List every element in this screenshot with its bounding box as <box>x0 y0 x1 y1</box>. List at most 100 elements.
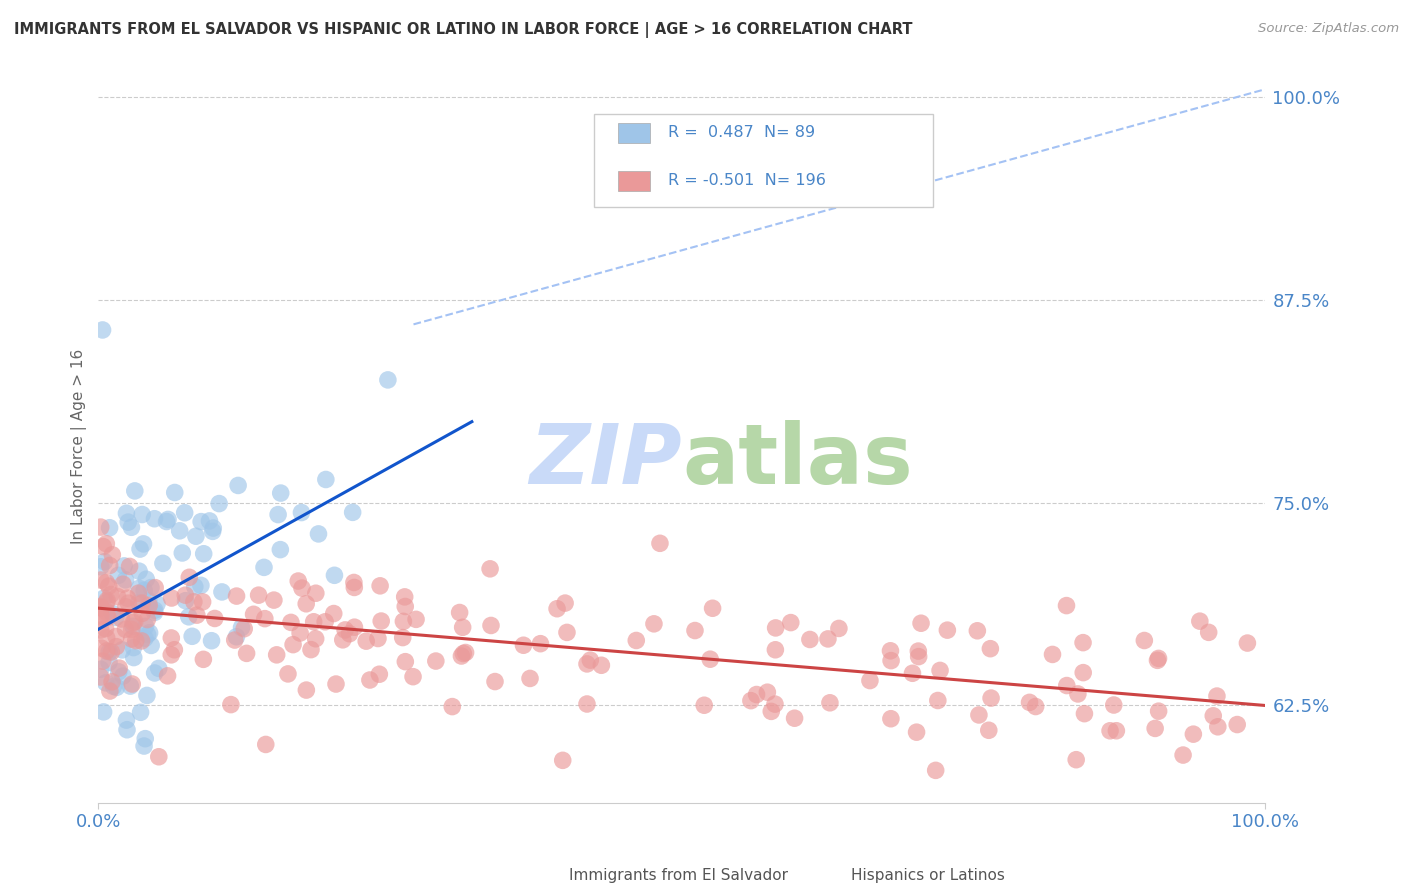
Point <box>124 615 146 629</box>
Point <box>591 658 613 673</box>
Point <box>339 626 361 640</box>
Point <box>173 506 195 520</box>
Point <box>799 632 821 647</box>
Point <box>314 615 336 629</box>
Point <box>143 606 166 620</box>
Point <box>105 681 128 695</box>
Point <box>484 674 506 689</box>
Point <box>117 515 139 529</box>
Point <box>122 615 145 630</box>
Point <box>1067 687 1090 701</box>
Point <box>277 666 299 681</box>
Text: IMMIGRANTS FROM EL SALVADOR VS HISPANIC OR LATINO IN LABOR FORCE | AGE > 16 CORR: IMMIGRANTS FROM EL SALVADOR VS HISPANIC … <box>14 22 912 38</box>
Point <box>305 586 328 600</box>
Point <box>202 521 225 535</box>
Point <box>129 706 152 720</box>
Point <box>880 712 903 726</box>
Point <box>253 612 276 626</box>
Point <box>90 600 112 615</box>
Point <box>115 713 138 727</box>
Point <box>105 630 128 644</box>
Point <box>107 590 129 604</box>
Point <box>111 577 134 591</box>
Point <box>201 524 224 539</box>
Point <box>118 559 141 574</box>
Point <box>910 616 932 631</box>
Point <box>114 573 136 587</box>
Point <box>138 594 160 608</box>
Point <box>160 648 183 662</box>
Point <box>225 589 247 603</box>
Point <box>143 581 166 595</box>
Point <box>139 581 162 595</box>
Point <box>343 620 366 634</box>
Point <box>190 578 212 592</box>
Point <box>368 667 391 681</box>
Point <box>90 608 112 623</box>
Point <box>90 559 112 574</box>
Point <box>111 643 134 657</box>
Point <box>966 624 988 638</box>
Point <box>132 537 155 551</box>
Point <box>391 631 413 645</box>
Point <box>648 536 671 550</box>
Point <box>1147 704 1170 718</box>
Point <box>96 537 118 551</box>
Point <box>1206 720 1229 734</box>
Point <box>131 634 153 648</box>
Point <box>146 597 169 611</box>
Point <box>96 644 118 658</box>
Point <box>287 574 309 588</box>
Point <box>1226 717 1249 731</box>
Point <box>394 599 416 614</box>
Point <box>763 642 786 657</box>
Point <box>555 625 578 640</box>
Point <box>124 483 146 498</box>
Point <box>233 622 256 636</box>
Point <box>453 647 475 661</box>
Point <box>155 515 177 529</box>
Point <box>90 623 112 637</box>
Point <box>98 655 121 669</box>
Point <box>308 527 330 541</box>
Point <box>174 593 197 607</box>
Point <box>343 575 366 590</box>
Point <box>342 505 364 519</box>
Point <box>322 607 344 621</box>
Point <box>190 515 212 529</box>
Point <box>765 621 787 635</box>
FancyBboxPatch shape <box>595 114 932 207</box>
Point <box>98 684 121 698</box>
Point <box>450 648 472 663</box>
Point <box>479 618 502 632</box>
Point <box>394 655 416 669</box>
Point <box>756 685 779 699</box>
Point <box>94 676 117 690</box>
Text: Source: ZipAtlas.com: Source: ZipAtlas.com <box>1258 22 1399 36</box>
Point <box>193 652 215 666</box>
Point <box>323 568 346 582</box>
Point <box>1018 695 1040 709</box>
Point <box>451 620 474 634</box>
Point <box>143 665 166 680</box>
Point <box>101 607 124 621</box>
Point <box>1171 747 1194 762</box>
Point <box>1056 599 1078 613</box>
Point <box>783 711 806 725</box>
Point <box>156 669 179 683</box>
Point <box>179 570 201 584</box>
Point <box>90 662 112 676</box>
Point <box>97 610 120 624</box>
Point <box>1105 723 1128 738</box>
Point <box>115 723 138 737</box>
Point <box>907 649 929 664</box>
Point <box>967 708 990 723</box>
Point <box>745 688 768 702</box>
Point <box>131 607 153 621</box>
Point <box>98 558 121 573</box>
Point <box>208 497 231 511</box>
Point <box>879 644 901 658</box>
Point <box>163 642 186 657</box>
Point <box>211 585 233 599</box>
Point <box>107 568 129 582</box>
